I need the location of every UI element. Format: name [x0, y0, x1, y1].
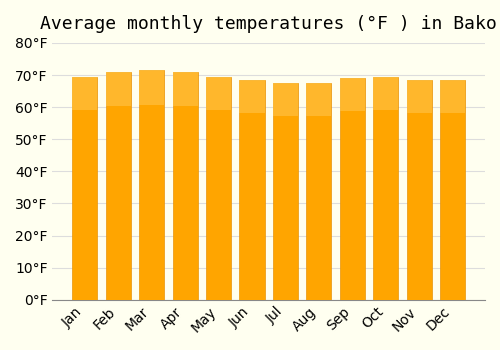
Bar [440, 80, 466, 113]
Bar [172, 72, 198, 106]
Bar [306, 83, 332, 116]
Bar [407, 80, 432, 300]
Bar [374, 77, 398, 110]
Bar [374, 77, 398, 300]
Bar [340, 78, 365, 300]
Bar [139, 70, 164, 105]
Bar [306, 83, 332, 300]
Bar [240, 80, 264, 300]
Bar [139, 70, 164, 300]
Bar [273, 83, 298, 116]
Bar [440, 80, 466, 300]
Bar [407, 80, 432, 113]
Bar [340, 78, 365, 111]
Title: Average monthly temperatures (°F ) in Bako: Average monthly temperatures (°F ) in Ba… [40, 15, 497, 33]
Bar [206, 77, 231, 110]
Bar [172, 72, 198, 300]
Bar [240, 80, 264, 113]
Bar [106, 72, 130, 300]
Bar [273, 83, 298, 300]
Bar [206, 77, 231, 300]
Bar [72, 77, 97, 300]
Bar [72, 77, 97, 110]
Bar [106, 72, 130, 106]
